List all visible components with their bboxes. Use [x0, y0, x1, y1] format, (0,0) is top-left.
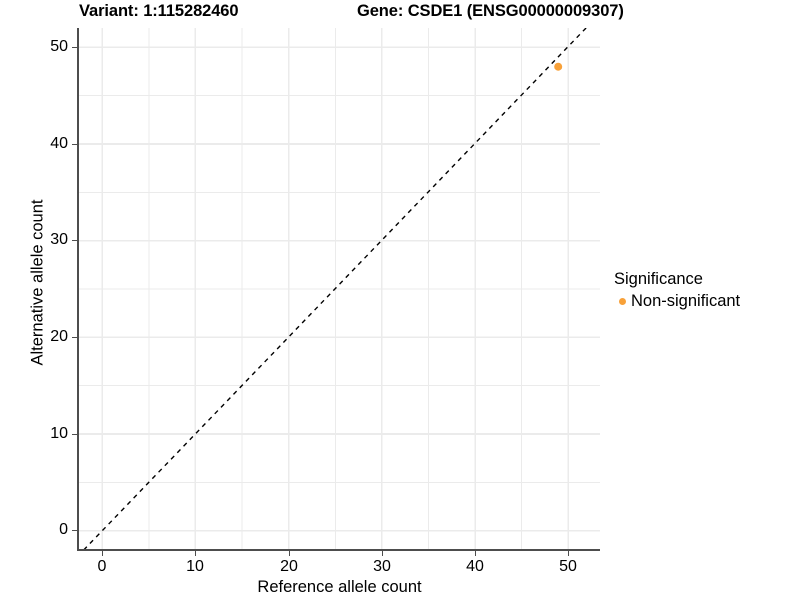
y-ticklabel-30: 30: [50, 231, 68, 248]
y-tick-20: [72, 337, 77, 338]
x-ticklabel-50: 50: [559, 558, 577, 575]
y-tick-30: [72, 240, 77, 241]
legend-item-non-significant[interactable]: Non-significant: [614, 291, 740, 311]
y-ticklabel-50: 50: [50, 38, 68, 55]
gene-title: Gene: CSDE1 (ENSG00000009307): [357, 2, 624, 20]
x-axis-title: Reference allele count: [257, 578, 422, 596]
gridlines-minor: [79, 28, 600, 550]
y-tick-10: [72, 434, 77, 435]
y-ticklabel-40: 40: [50, 135, 68, 152]
y-ticklabel-20: 20: [50, 328, 68, 345]
plot-panel: [79, 28, 600, 550]
y-ticklabel-0: 0: [59, 521, 68, 538]
orange-dot-icon: [619, 297, 626, 305]
variant-title: Variant: 1:115282460: [79, 2, 239, 20]
x-tick-40: [475, 551, 476, 556]
data-point-nonsignificant: [554, 62, 563, 71]
gridlines-major: [79, 28, 600, 550]
x-ticklabel-30: 30: [373, 558, 391, 575]
legend-items: Non-significant: [614, 291, 740, 311]
x-ticklabel-40: 40: [466, 558, 484, 575]
x-ticklabel-10: 10: [186, 558, 204, 575]
y-tick-0: [72, 530, 77, 531]
x-ticklabel-20: 20: [280, 558, 298, 575]
x-tick-30: [382, 551, 383, 556]
legend-item-label: Non-significant: [631, 291, 741, 310]
y-tick-50: [72, 47, 77, 48]
x-axis-line: [77, 549, 600, 551]
x-tick-50: [568, 551, 569, 556]
x-tick-0: [102, 551, 103, 556]
legend: Significance Non-significant: [614, 270, 740, 311]
y-axis-line: [77, 28, 79, 551]
x-tick-20: [289, 551, 290, 556]
x-ticklabel-0: 0: [97, 558, 107, 575]
y-tick-40: [72, 144, 77, 145]
plot-panel-svg: [79, 28, 600, 550]
y-axis-title: Alternative allele count: [28, 199, 47, 366]
reference-line-identity: [83, 28, 587, 550]
figure-title-row: Variant: 1:115282460 Gene: CSDE1 (ENSG00…: [0, 2, 800, 26]
y-ticklabel-10: 10: [50, 425, 68, 442]
legend-title: Significance: [614, 270, 703, 288]
legend-key-icon: [614, 293, 631, 310]
x-tick-10: [195, 551, 196, 556]
